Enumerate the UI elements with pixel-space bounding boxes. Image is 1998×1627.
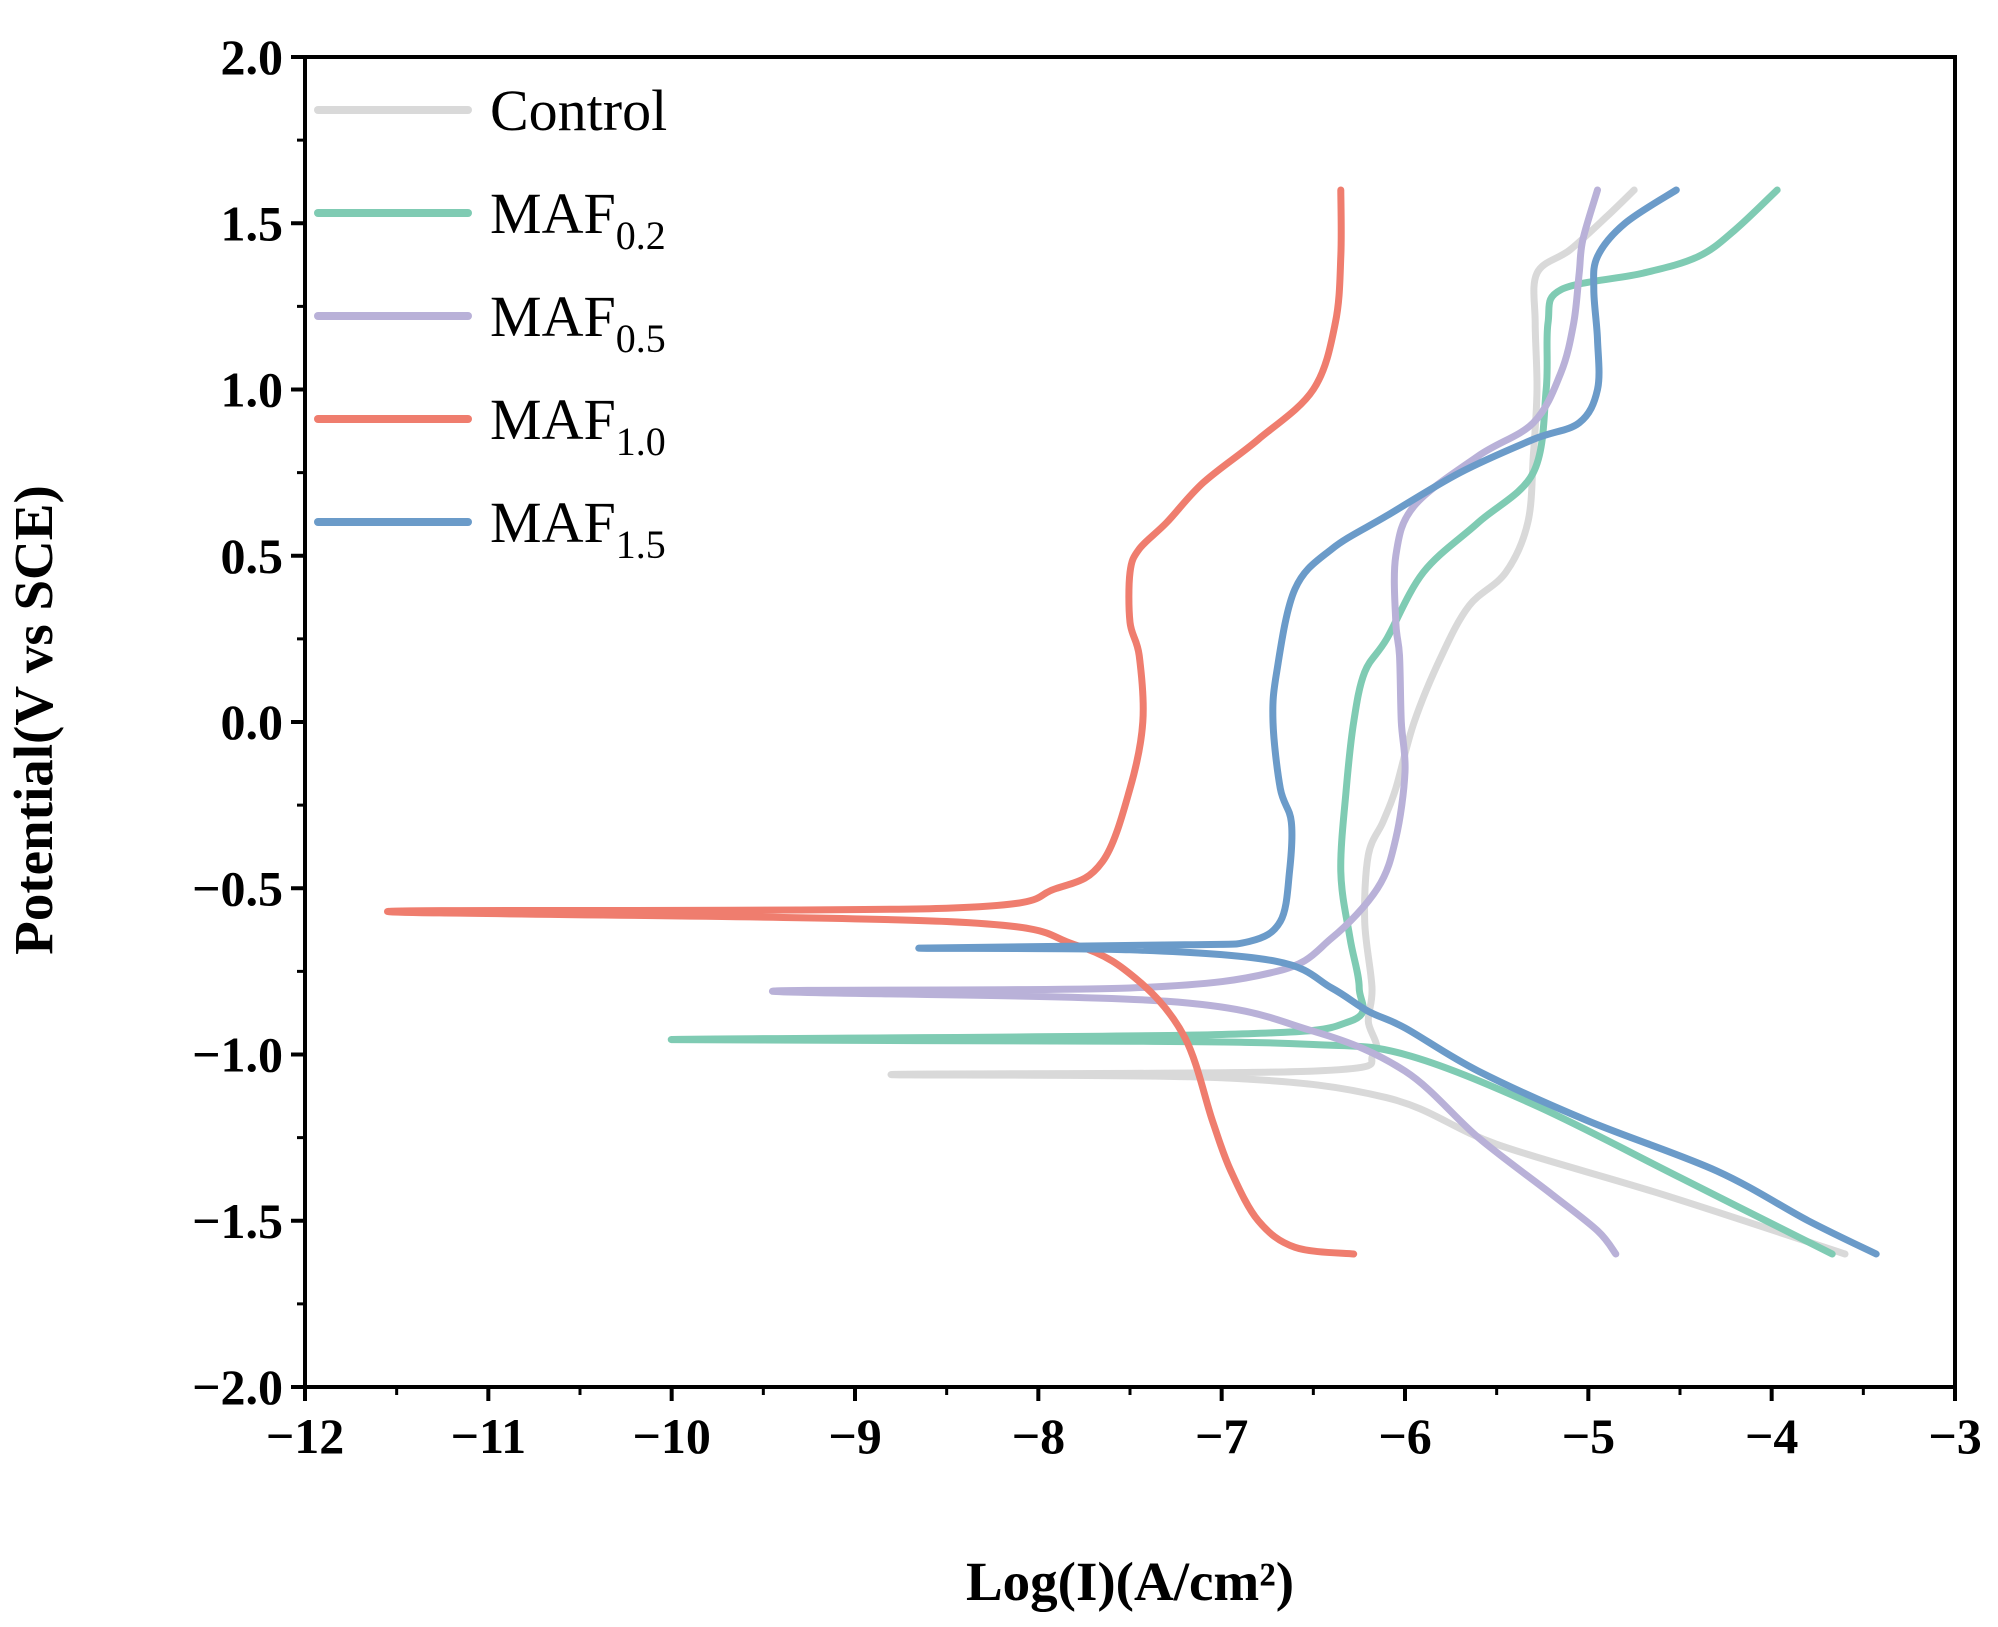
x-tick-label: −9 <box>828 1408 882 1464</box>
series-line-maf0-5 <box>768 186 1620 1258</box>
x-tick-label: −7 <box>1195 1408 1249 1464</box>
x-tick-label: −4 <box>1745 1408 1799 1464</box>
y-tick-label: 0.0 <box>221 694 284 750</box>
series-line-maf0-2 <box>668 186 1836 1258</box>
y-tick-label: 1.0 <box>221 362 284 418</box>
series-line-maf1-0 <box>384 186 1358 1258</box>
y-tick-label: −1.5 <box>192 1193 283 1249</box>
x-tick-label: −12 <box>266 1408 345 1464</box>
x-axis-label: Log(I)(A/cm²) <box>966 1551 1294 1612</box>
x-tick-label: −11 <box>450 1408 526 1464</box>
legend-subscript: 1.0 <box>616 419 666 464</box>
y-tick-label: −0.5 <box>192 860 283 916</box>
y-axis-label: Potential(V vs SCE) <box>3 485 64 955</box>
x-tick-label: −3 <box>1928 1408 1982 1464</box>
y-tick-label: 1.5 <box>221 195 284 251</box>
legend-subscript: 0.2 <box>616 213 666 258</box>
series-layer <box>384 186 1880 1258</box>
x-tick-label: −6 <box>1378 1408 1432 1464</box>
y-tick-label: 2.0 <box>221 29 284 85</box>
x-tick-label: −5 <box>1562 1408 1616 1464</box>
legend-subscript: 1.5 <box>616 522 666 567</box>
ticks: −12 −11 −10 −9 −8 −7 −6 −5 −4 −3 −2.0 −1.5 −1.0 −0.5 0… <box>192 29 1982 1464</box>
legend-label: MAF0.5 <box>490 284 666 361</box>
y-tick-label: 0.5 <box>221 528 284 584</box>
x-tick-label: −10 <box>632 1408 711 1464</box>
legend-label: Control <box>490 78 667 143</box>
series-line-maf1-5 <box>915 186 1880 1258</box>
y-tick-label: −2.0 <box>192 1359 283 1415</box>
y-tick-label: −1.0 <box>192 1027 283 1083</box>
x-tick-label: −8 <box>1012 1408 1066 1464</box>
legend-subscript: 0.5 <box>616 316 666 361</box>
